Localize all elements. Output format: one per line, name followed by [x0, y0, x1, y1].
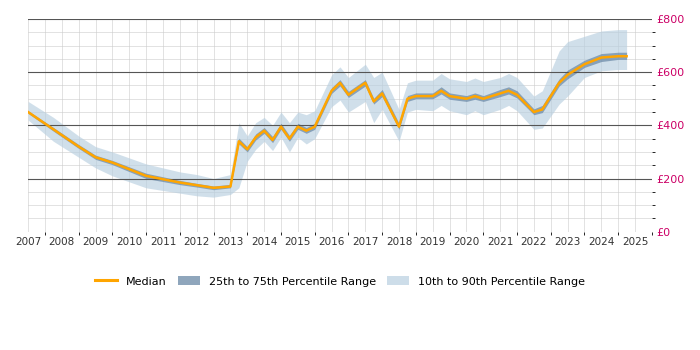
Legend: Median, 25th to 75th Percentile Range, 10th to 90th Percentile Range: Median, 25th to 75th Percentile Range, 1… — [92, 273, 589, 290]
